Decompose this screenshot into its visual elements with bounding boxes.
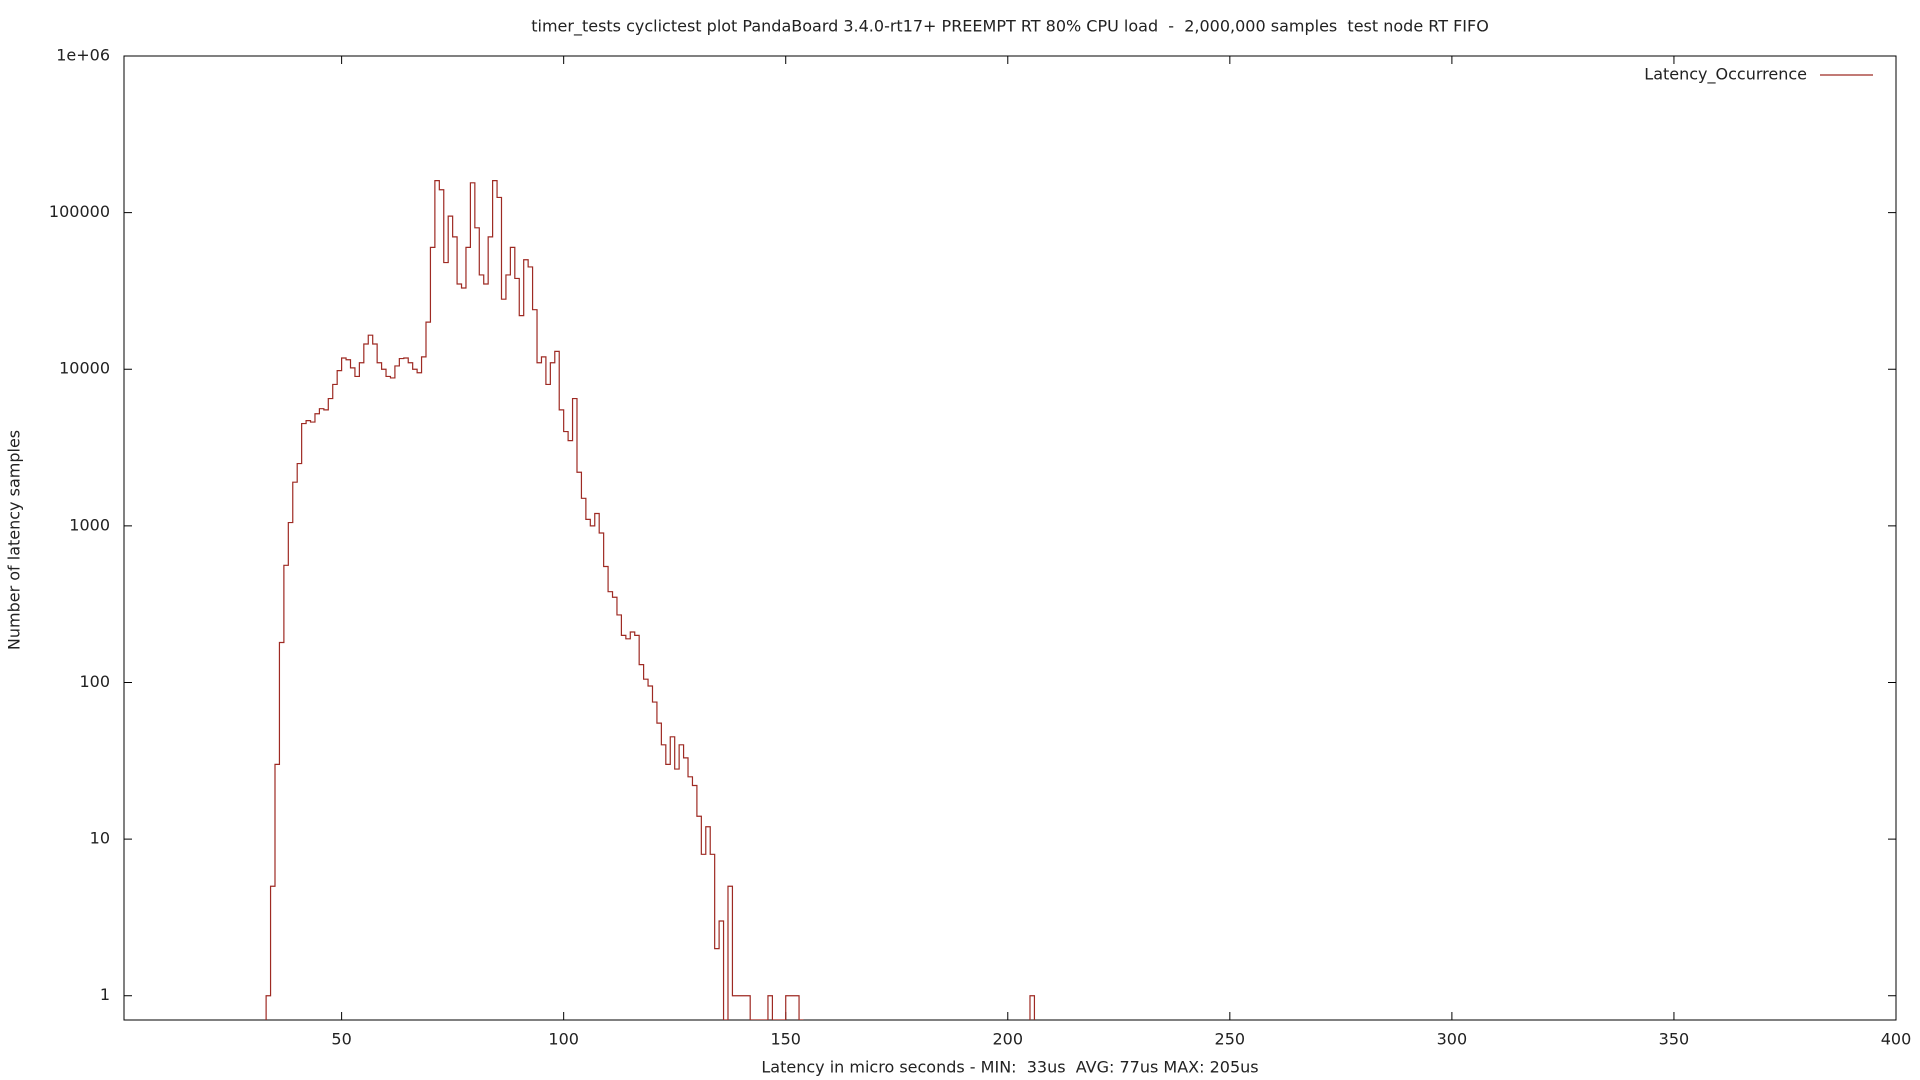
plot-frame bbox=[123, 55, 1897, 1021]
x-axis-label: Latency in micro seconds - MIN: 33us AVG… bbox=[761, 1058, 1258, 1077]
y-tick-label: 100000 bbox=[49, 202, 110, 221]
y-tick-label: 1 bbox=[100, 985, 110, 1004]
y-tick-label: 100 bbox=[79, 672, 110, 691]
y-tick-label: 10 bbox=[90, 829, 110, 848]
x-tick-label: 400 bbox=[1881, 1030, 1912, 1049]
chart-title: timer_tests cyclictest plot PandaBoard 3… bbox=[531, 17, 1489, 37]
x-tick-label: 350 bbox=[1659, 1030, 1690, 1049]
x-tick-label: 300 bbox=[1437, 1030, 1468, 1049]
x-tick-label: 200 bbox=[993, 1030, 1024, 1049]
y-axis-label: Number of latency samples bbox=[5, 430, 24, 650]
x-tick-label: 250 bbox=[1215, 1030, 1246, 1049]
x-tick-label: 150 bbox=[770, 1030, 801, 1049]
x-tick-label: 50 bbox=[331, 1030, 351, 1049]
latency-step-line bbox=[265, 180, 1036, 1020]
legend-label: Latency_Occurrence bbox=[1644, 65, 1807, 85]
x-tick-label: 100 bbox=[548, 1030, 579, 1049]
y-tick-label: 1000 bbox=[69, 515, 110, 534]
y-tick-label: 10000 bbox=[59, 359, 110, 378]
plot-area bbox=[265, 180, 1036, 1020]
y-tick-label: 1e+06 bbox=[56, 46, 110, 65]
